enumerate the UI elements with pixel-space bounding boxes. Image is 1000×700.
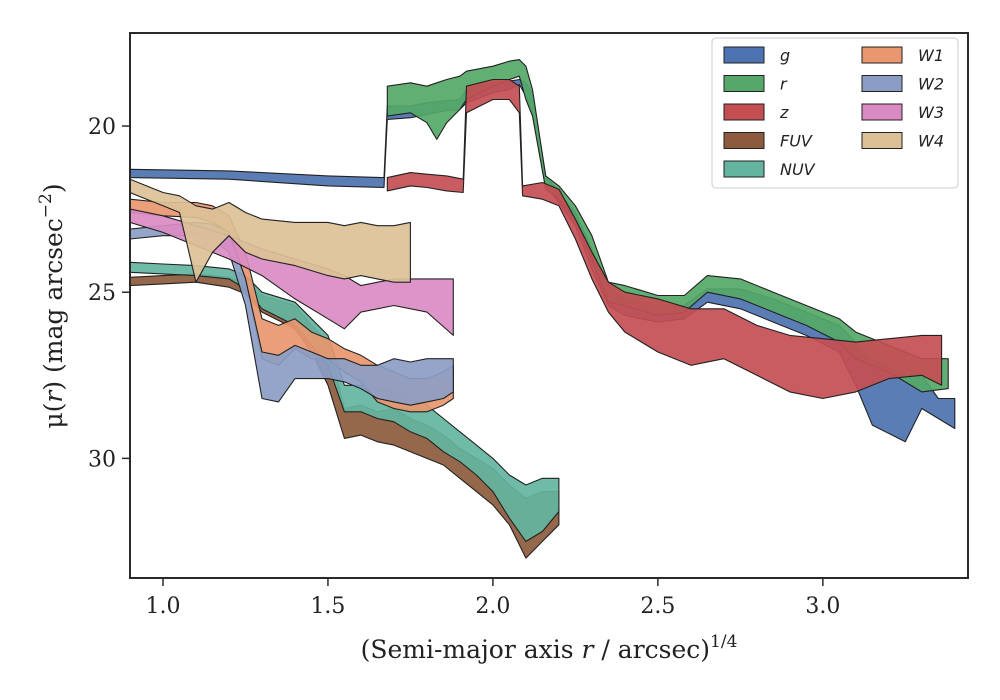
x-axis: 1.0 1.5 2.0 2.5 3.0 [145, 578, 840, 619]
band-w2 [130, 221, 454, 406]
x-axis-title: (Semi-major axis r / arcsec)1/4 [361, 632, 738, 664]
legend-label-w4: W4 [918, 132, 944, 151]
legend-label-fuv: FUV [780, 132, 813, 151]
legend-swatch-g [723, 46, 765, 64]
bands-layer [130, 59, 956, 559]
x-tick-label: 3.0 [805, 594, 840, 619]
legend-swatch-w1 [861, 46, 903, 64]
band-w4 [130, 178, 411, 283]
legend-swatch-nuv [723, 160, 765, 178]
legend-label-r: r [780, 75, 788, 94]
y-axis: 20 25 30 [88, 115, 130, 472]
x-tick-label: 1.0 [145, 594, 180, 619]
legend-swatch-r [723, 75, 765, 92]
legend-label-g: g [780, 46, 790, 65]
legend-label-w3: W3 [918, 103, 944, 122]
x-tick-label: 2.5 [640, 594, 675, 619]
legend-swatch-w4 [861, 132, 903, 149]
y-tick-label: 25 [88, 281, 116, 306]
band-r [386, 59, 949, 393]
y-tick-label: 30 [88, 447, 116, 472]
legend-swatch-z [723, 103, 765, 121]
legend-label-w1: W1 [918, 46, 944, 65]
band-z [386, 78, 943, 400]
y-tick-label: 20 [88, 115, 116, 140]
legend: grz FUV NUV W1 W2 W3 W4 [711, 37, 959, 189]
x-tick-label: 2.0 [475, 594, 510, 619]
plot-frame [129, 32, 969, 579]
legend-swatch-fuv [723, 132, 765, 149]
legend-swatch-w3 [861, 103, 903, 121]
legend-label-nuv: NUV [780, 160, 816, 179]
y-axis-title: μ(r) (mag arcsec−2) [36, 183, 68, 428]
x-tick-label: 1.5 [310, 594, 345, 619]
legend-label-z: z [779, 103, 789, 122]
legend-swatch-w2 [861, 75, 903, 92]
legend-label-w2: W2 [918, 75, 944, 94]
